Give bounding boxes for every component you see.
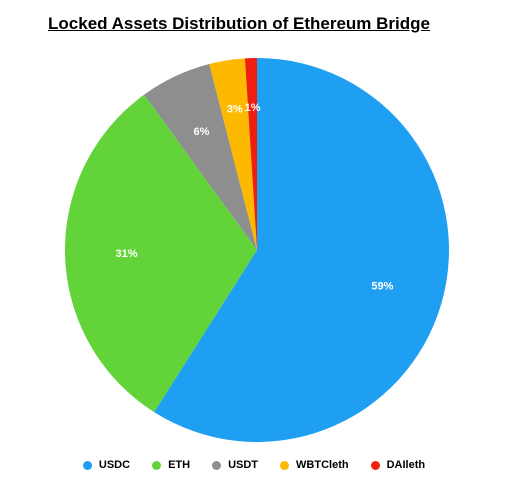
slice-label-eth: 31% — [115, 248, 137, 260]
legend-label: DAIleth — [386, 459, 426, 471]
legend-swatch — [212, 460, 222, 470]
legend-swatch — [280, 460, 290, 470]
slice-label-wbtcleth: 3% — [227, 104, 243, 116]
legend-item-eth: ETH — [152, 459, 190, 471]
legend-label: WBTCleth — [296, 459, 349, 471]
slice-label-usdc: 59% — [371, 280, 393, 292]
legend-item-daileth: DAIleth — [370, 459, 426, 471]
legend-item-usdc: USDC — [82, 459, 131, 471]
legend-item-usdt: USDT — [212, 459, 258, 471]
pie-slice-wbtcleth — [209, 58, 257, 250]
legend-label: USDC — [98, 459, 131, 471]
legend-swatch — [82, 460, 92, 470]
slice-label-usdt: 6% — [193, 126, 209, 138]
pie-slice-usdc — [154, 58, 449, 442]
legend-item-wbtcleth: WBTCleth — [280, 459, 349, 471]
legend-swatch — [370, 460, 380, 470]
slice-label-daileth: 1% — [245, 102, 261, 114]
chart-legend: USDC ETH USDT WBTCleth DAIleth — [0, 459, 508, 471]
pie-slices — [64, 58, 449, 442]
legend-label: USDT — [228, 459, 259, 471]
pie-slice-daileth — [244, 58, 257, 250]
chart-title: Locked Assets Distribution of Ethereum B… — [48, 14, 430, 33]
pie-labels: 59% 31% 6% 3% 1% — [115, 102, 393, 292]
pie-slice-usdt — [144, 64, 257, 250]
legend-label: ETH — [168, 459, 191, 471]
legend-swatch — [152, 460, 162, 470]
pie-slice-eth — [64, 94, 257, 413]
